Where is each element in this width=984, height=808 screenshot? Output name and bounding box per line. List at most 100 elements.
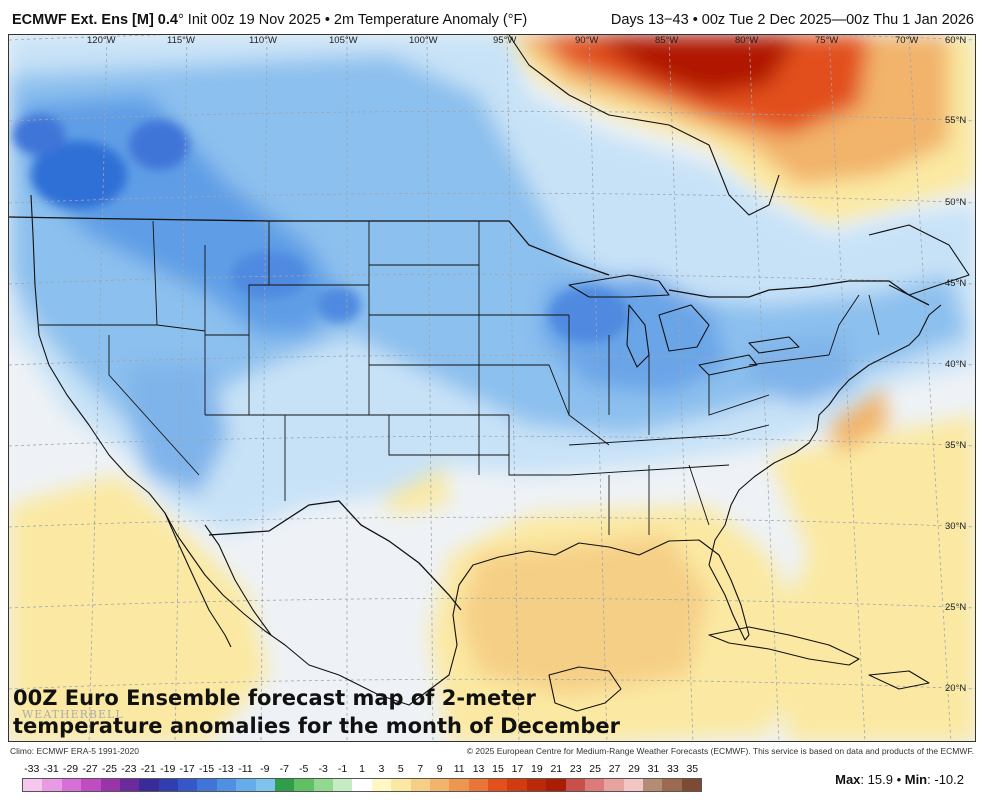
colorbar-swatch [158, 779, 178, 791]
colorbar-swatch [681, 779, 702, 791]
lon-label: 80°W [735, 35, 759, 46]
min-label: Min [904, 772, 928, 787]
colorbar-swatch [371, 779, 392, 791]
lat-label: 55°N [945, 115, 967, 126]
colorbar-swatch [643, 779, 663, 791]
colorbar-swatch [81, 779, 101, 791]
lon-label: 95°W [493, 35, 517, 46]
colorbar [22, 778, 702, 792]
lon-label: 85°W [655, 35, 679, 46]
colorbar-swatch [197, 779, 217, 791]
map-canvas [9, 35, 975, 741]
colorbar-label: 1 [359, 763, 365, 775]
map-caption: 00Z Euro Ensemble forecast map of 2-mete… [13, 684, 620, 740]
lon-label: 75°W [815, 35, 839, 46]
max-label: Max [835, 772, 861, 787]
colorbar-swatch [565, 779, 585, 791]
colorbar-label: -17 [179, 763, 195, 775]
colorbar-swatch [294, 779, 314, 791]
graticule [9, 35, 975, 741]
colorbar-label: -5 [299, 763, 309, 775]
colorbar-label: 5 [397, 763, 404, 775]
colorbar-label: 31 [647, 763, 660, 775]
colorbar-label: 25 [589, 763, 601, 775]
national-borders [9, 216, 930, 611]
colorbar-swatch [119, 779, 140, 791]
lon-label: 110°W [249, 35, 277, 46]
colorbar-swatch [526, 779, 547, 791]
lat-label: 40°N [945, 359, 967, 370]
caption-line-1: 00Z Euro Ensemble forecast map of 2-mete… [13, 686, 536, 710]
state-borders [39, 220, 880, 535]
colorbar-swatch [61, 779, 82, 791]
colorbar-swatch [507, 779, 527, 791]
colorbar-label: -25 [101, 763, 118, 775]
colorbar-label: 33 [667, 763, 679, 775]
colorbar-label: 23 [569, 763, 582, 775]
min-value: -10.2 [934, 772, 964, 787]
colorbar-label: -33 [24, 763, 40, 775]
colorbar-label: 19 [531, 763, 543, 775]
colorbar-swatch [468, 779, 488, 791]
colorbar-swatch [333, 779, 353, 791]
max-min-readout: Max: 15.9 • Min: -10.2 [835, 772, 964, 787]
colorbar-label: 29 [628, 763, 640, 775]
lat-label: 60°N [945, 35, 967, 46]
colorbar-swatch [178, 779, 198, 791]
lat-label: 45°N [945, 278, 967, 289]
colorbar-swatch [274, 779, 295, 791]
colorbar-label: 7 [417, 763, 424, 775]
colorbar-swatch [391, 779, 411, 791]
lat-label: 50°N [945, 197, 967, 208]
colorbar-swatch [662, 779, 682, 791]
lon-label: 70°W [895, 35, 919, 46]
colorbar-swatch [488, 779, 508, 791]
colorbar-swatch [100, 779, 120, 791]
colorbar-label: -13 [218, 763, 234, 775]
colorbar-swatch [623, 779, 643, 791]
colorbar-label: -23 [121, 763, 137, 775]
anomaly-map: 120°W 115°W 110°W 105°W 100°W 95°W 90°W … [8, 34, 976, 742]
caption-line-2: temperature anomalies for the month of D… [13, 714, 621, 738]
colorbar-label: -27 [82, 763, 98, 775]
model-name: ECMWF Ext. Ens [M] 0.4 [12, 12, 178, 28]
colorbar-label: -9 [260, 763, 270, 775]
colorbar-swatch [236, 779, 256, 791]
colorbar-swatch [604, 779, 624, 791]
colorbar-label: -11 [238, 763, 253, 775]
climo-note: Climo: ECMWF ERA-5 1991-2020 [10, 746, 139, 756]
colorbar-swatch [410, 779, 430, 791]
map-title: ECMWF Ext. Ens [M] 0.4° Init 00z 19 Nov … [12, 12, 527, 28]
colorbar-label: -29 [62, 763, 79, 775]
lon-label: 120°W [87, 35, 116, 46]
colorbar-label: 35 [686, 763, 699, 775]
colorbar-label: 11 [453, 763, 465, 775]
lon-label: 105°W [329, 35, 358, 46]
colorbar-label: 9 [436, 763, 443, 775]
colorbar-label: -31 [43, 763, 59, 775]
colorbar-swatch [313, 779, 333, 791]
lon-label: 115°W [167, 35, 195, 46]
colorbar-swatch [429, 779, 450, 791]
max-value: 15.9 [867, 772, 893, 787]
colorbar-swatch [23, 779, 43, 791]
colorbar-label: -15 [198, 763, 215, 775]
lon-label: 100°W [409, 35, 438, 46]
colorbar-label: -19 [160, 763, 176, 775]
colorbar-swatch [546, 779, 566, 791]
colorbar-label: -21 [140, 763, 156, 775]
colorbar-label: 15 [492, 763, 504, 775]
colorbar-swatch [42, 779, 62, 791]
lat-label: 35°N [945, 440, 967, 451]
colorbar-labels: -33 -31 -29 -27 -25 -23 -21 -19 -17 -15 -13 -11 -9 -7… [14, 763, 714, 777]
coastlines [30, 35, 970, 712]
lat-label: 25°N [945, 602, 967, 613]
colorbar-label: -3 [318, 763, 328, 775]
valid-period: Days 13−43 • 00z Tue 2 Dec 2025—00z Thu … [610, 12, 974, 28]
colorbar-label: 3 [378, 763, 385, 775]
colorbar-label: 21 [550, 763, 563, 775]
colorbar-swatch [255, 779, 275, 791]
colorbar-swatch [584, 779, 605, 791]
colorbar-label: -1 [337, 763, 348, 775]
colorbar-label: 13 [472, 763, 485, 775]
